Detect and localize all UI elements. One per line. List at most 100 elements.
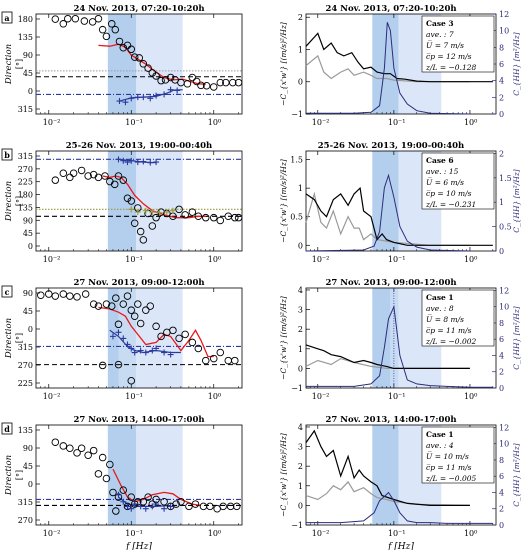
y-tick-label: 315: [18, 343, 33, 352]
gray-cospectrum-line: [305, 191, 470, 246]
blue-cross-point: [124, 159, 131, 166]
x-tick-label: 10⁰: [208, 392, 221, 401]
direction-point: [216, 348, 225, 357]
y-left-tick-label: −1: [291, 521, 303, 530]
direction-point: [183, 80, 192, 88]
direction-point: [229, 78, 237, 87]
x-tick-label: 10⁻¹: [388, 392, 406, 401]
legend-line: c̅p = 12 m/s: [426, 52, 472, 61]
frequency-band: [372, 288, 391, 388]
axes-frame: [305, 287, 497, 389]
legend-line: z/L = −0.231: [425, 200, 476, 209]
panel-b-right: 10⁻² 10⁻¹ 10⁰ 25-26 Nov. 2013, 19:00-00:40h…: [279, 141, 521, 264]
direction-point: [234, 78, 243, 87]
direction-point: [160, 497, 168, 506]
direction-point: [73, 293, 81, 301]
y-right-tick-label: 0: [499, 384, 504, 393]
direction-point: [127, 45, 136, 54]
x-tick-label: 10⁻²: [312, 118, 330, 127]
y-right-tick-label: 8: [499, 319, 504, 328]
x-tick-label: 10⁻¹: [388, 529, 406, 538]
wave-spectrum-line: [305, 173, 470, 252]
direction-point: [148, 222, 157, 230]
direction-point: [139, 236, 148, 244]
direction-point: [106, 460, 114, 469]
gray-cospectrum-line: [305, 480, 470, 506]
direction-point: [234, 213, 243, 222]
direction-point: [119, 300, 128, 308]
legend-line: ave. : 4: [426, 441, 454, 450]
direction-point: [89, 300, 98, 308]
direction-point: [231, 213, 239, 222]
black-cospectrum-line: [305, 32, 493, 83]
x-tick-label: 10⁻¹: [125, 392, 143, 401]
y-right-tick-label: 0: [499, 521, 504, 530]
direction-point: [108, 20, 116, 28]
direction-point: [130, 312, 139, 320]
legend-line: z/L = −0.002: [425, 337, 476, 346]
y-axis-label: Direction: [4, 455, 14, 496]
blue-cross-point: [115, 491, 122, 498]
blue-cross-point: [167, 351, 174, 358]
direction-point: [175, 334, 183, 343]
panel-title: 25-26 Nov. 2013, 19:00-00:40h: [318, 141, 464, 151]
panel-c-right: 10⁻² 10⁻¹ 10⁰ 27 Nov. 2013, 09:00-12:00h 4 3 2…: [279, 278, 521, 401]
axes-frame: [35, 150, 243, 252]
direction-point: [144, 493, 152, 501]
frequency-band: [136, 151, 183, 251]
direction-point: [157, 76, 165, 85]
direction-point: [152, 322, 160, 331]
panel-letter-box: [1, 148, 13, 161]
y-right-tick-label: 0: [499, 247, 504, 256]
y-left-tick-label: 3: [298, 443, 303, 452]
direction-point: [98, 25, 107, 34]
y-axis-label: Direction: [4, 44, 14, 85]
y-right-tick-label: 12: [499, 423, 509, 432]
y-left-axis-label: −C_{x'w'} [(m/s)²/Hz]: [279, 433, 288, 517]
blue-cross-point: [167, 503, 174, 510]
y-right-axis-label: C_{HH} [m²/Hz]: [512, 443, 521, 507]
y-right-tick-label: 8: [499, 456, 504, 465]
y-axis-unit: [°]: [15, 470, 24, 480]
y-tick-label: 135: [18, 426, 33, 435]
panel-letter-box: [1, 11, 13, 24]
y-left-tick-label: 0: [298, 364, 303, 373]
direction-point: [59, 290, 68, 298]
direction-point: [192, 77, 201, 86]
direction-point: [127, 197, 136, 205]
legend-line: c̅p = 10 m/s: [426, 189, 472, 198]
x-tick-label: 10⁰: [464, 255, 477, 264]
direction-point: [188, 208, 197, 216]
legend-line: c̅p = 11 m/s: [426, 463, 472, 472]
blue-cross-point: [149, 503, 156, 510]
y-right-axis-label: C_{HH} [m²/Hz]: [512, 306, 521, 370]
x-tick-label: 10⁻¹: [125, 118, 143, 127]
direction-point: [123, 194, 132, 202]
x-tick-label: 10⁻²: [43, 118, 61, 127]
y-tick-label: 90: [23, 216, 33, 225]
y-tick-label: 90: [23, 289, 33, 298]
y-tick-label: 45: [23, 462, 33, 471]
blue-cross-point: [124, 341, 131, 348]
legend-line: ave. : 15: [426, 167, 459, 176]
y-tick-label: 90: [23, 444, 33, 453]
direction-point: [111, 25, 120, 34]
blue-cross-point: [161, 505, 168, 512]
y-left-tick-label: 1: [298, 345, 303, 354]
blue-cross-point: [147, 159, 154, 166]
y-right-axis-label: C_{HH} [m²/Hz]: [512, 32, 521, 96]
blue-cross-point: [109, 333, 116, 340]
legend-box: [421, 289, 495, 347]
blue-cross-point: [131, 349, 138, 356]
blue-trend-curve: [109, 329, 181, 354]
legend-line: U̅ = 8 m/s: [426, 315, 464, 324]
y-tick-label: 135: [18, 33, 33, 42]
y-tick-label: 270: [18, 516, 33, 525]
y-right-tick-label: 10: [499, 303, 509, 312]
direction-point: [127, 306, 136, 314]
direction-point: [206, 502, 214, 511]
legend-line: c̅p = 11 m/s: [426, 326, 472, 335]
blue-cross-point: [153, 159, 160, 166]
direction-point: [232, 502, 241, 511]
